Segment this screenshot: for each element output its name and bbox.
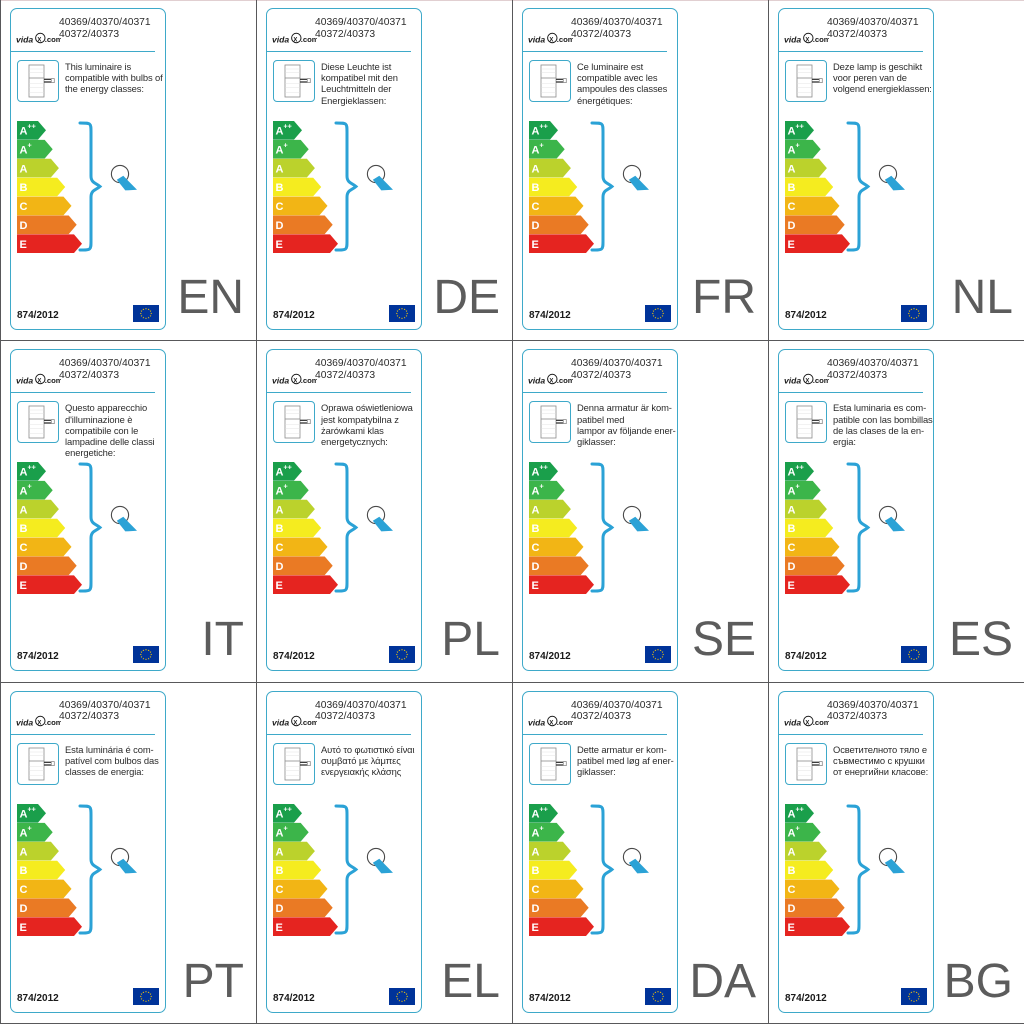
- svg-text:vida: vida: [272, 376, 289, 386]
- svg-text:E: E: [532, 239, 539, 251]
- svg-text:B: B: [276, 865, 284, 877]
- svg-text:vida: vida: [784, 717, 801, 727]
- svg-text:vida: vida: [784, 34, 801, 44]
- svg-text:D: D: [20, 220, 28, 232]
- svg-text:C: C: [276, 542, 284, 554]
- svg-text:E: E: [276, 239, 283, 251]
- svg-text:B: B: [788, 182, 796, 194]
- svg-text:A: A: [276, 163, 284, 175]
- svg-text:X: X: [37, 720, 41, 726]
- svg-text:X: X: [805, 720, 809, 726]
- svg-text:A: A: [276, 505, 284, 517]
- svg-text:X: X: [293, 720, 297, 726]
- svg-text:B: B: [20, 524, 28, 536]
- svg-text:vida: vida: [16, 34, 33, 44]
- svg-text:E: E: [532, 580, 539, 592]
- svg-text:D: D: [788, 220, 796, 232]
- svg-text:D: D: [276, 561, 284, 573]
- svg-text:vida: vida: [16, 717, 33, 727]
- svg-text:C: C: [788, 201, 796, 213]
- svg-text:E: E: [788, 922, 795, 934]
- svg-text:X: X: [549, 379, 553, 385]
- svg-text:D: D: [532, 903, 540, 915]
- svg-text:X: X: [37, 379, 41, 385]
- svg-text:C: C: [788, 884, 796, 896]
- svg-text:E: E: [788, 580, 795, 592]
- svg-text:D: D: [20, 561, 28, 573]
- svg-text:A: A: [788, 846, 796, 858]
- svg-text:D: D: [532, 561, 540, 573]
- svg-text:B: B: [788, 524, 796, 536]
- svg-text:C: C: [788, 542, 796, 554]
- svg-text:A: A: [20, 505, 28, 517]
- svg-text:X: X: [293, 379, 297, 385]
- svg-text:E: E: [20, 922, 27, 934]
- svg-text:B: B: [20, 865, 28, 877]
- svg-text:D: D: [788, 903, 796, 915]
- svg-text:E: E: [276, 580, 283, 592]
- svg-text:A: A: [20, 163, 28, 175]
- svg-text:A: A: [532, 163, 540, 175]
- svg-text:B: B: [276, 524, 284, 536]
- svg-text:E: E: [532, 922, 539, 934]
- svg-text:D: D: [276, 903, 284, 915]
- svg-text:D: D: [788, 561, 796, 573]
- svg-text:A: A: [20, 846, 28, 858]
- svg-text:E: E: [20, 580, 27, 592]
- svg-text:E: E: [788, 239, 795, 251]
- svg-text:X: X: [805, 37, 809, 43]
- svg-text:A: A: [532, 505, 540, 517]
- svg-text:C: C: [532, 542, 540, 554]
- svg-text:E: E: [276, 922, 283, 934]
- svg-text:E: E: [20, 239, 27, 251]
- svg-text:B: B: [532, 182, 540, 194]
- svg-text:vida: vida: [528, 34, 545, 44]
- svg-text:A: A: [532, 846, 540, 858]
- svg-text:A: A: [788, 163, 796, 175]
- svg-text:X: X: [549, 720, 553, 726]
- svg-text:C: C: [276, 884, 284, 896]
- svg-text:D: D: [20, 903, 28, 915]
- svg-text:vida: vida: [16, 376, 33, 386]
- svg-text:X: X: [37, 37, 41, 43]
- svg-text:B: B: [276, 182, 284, 194]
- svg-text:vida: vida: [272, 717, 289, 727]
- svg-text:vida: vida: [784, 376, 801, 386]
- svg-text:D: D: [532, 220, 540, 232]
- svg-text:vida: vida: [272, 34, 289, 44]
- svg-text:A: A: [788, 505, 796, 517]
- svg-text:C: C: [20, 201, 28, 213]
- svg-text:B: B: [532, 524, 540, 536]
- svg-text:B: B: [788, 865, 796, 877]
- svg-text:C: C: [532, 201, 540, 213]
- svg-text:D: D: [276, 220, 284, 232]
- svg-text:C: C: [532, 884, 540, 896]
- svg-text:C: C: [20, 542, 28, 554]
- svg-text:B: B: [532, 865, 540, 877]
- svg-text:C: C: [276, 201, 284, 213]
- svg-text:vida: vida: [528, 376, 545, 386]
- svg-text:vida: vida: [528, 717, 545, 727]
- svg-text:B: B: [20, 182, 28, 194]
- svg-text:X: X: [549, 37, 553, 43]
- svg-text:X: X: [805, 379, 809, 385]
- svg-text:C: C: [20, 884, 28, 896]
- svg-text:X: X: [293, 37, 297, 43]
- svg-text:A: A: [276, 846, 284, 858]
